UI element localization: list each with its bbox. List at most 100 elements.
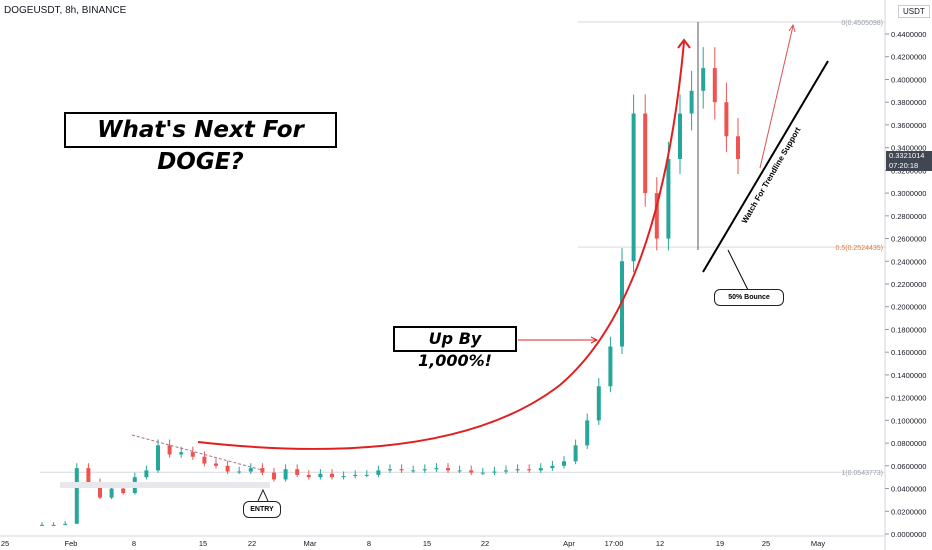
candle-body — [480, 472, 485, 474]
price-axis: 0.4400000 0.4200000 0.4000000 0.3800000 0.36… — [884, 0, 926, 550]
fib-label: 1(0.0543773) — [841, 470, 883, 477]
candle-body — [492, 471, 497, 473]
candle-body — [422, 469, 427, 471]
y-tick-label: 0.4400000 — [891, 30, 926, 39]
candle-body — [724, 102, 729, 137]
candle-body — [562, 461, 566, 466]
y-tick-label: 0.0600000 — [891, 462, 926, 471]
candle-body — [689, 90, 694, 114]
candle-body — [434, 468, 439, 470]
candle-body — [202, 456, 207, 464]
candle-body — [295, 469, 300, 475]
candle-body — [504, 470, 508, 472]
bounce-callout: 50% Bounce — [714, 289, 784, 306]
y-tick-label: 0.1400000 — [891, 371, 926, 380]
x-tick-label: 25 — [762, 539, 770, 548]
x-tick-label: 19 — [716, 539, 724, 548]
candle-body — [156, 445, 160, 471]
candle-body — [86, 468, 91, 483]
y-tick-label: 0.0400000 — [891, 485, 926, 494]
candle-body — [631, 113, 636, 262]
candle-body — [51, 524, 56, 526]
candle-body — [225, 465, 230, 472]
candle-body — [179, 452, 184, 455]
candle-body — [736, 136, 740, 159]
y-tick-label: 0.4200000 — [891, 53, 926, 62]
candle-body — [237, 471, 242, 473]
curve-arrowhead — [677, 38, 691, 49]
y-tick-label: 0.2400000 — [891, 257, 926, 266]
candle-body — [272, 472, 276, 480]
candle-body — [214, 463, 218, 466]
early-downtrend-line — [131, 434, 263, 471]
candle-body — [446, 468, 450, 471]
candle-body — [318, 473, 323, 478]
candle-body — [376, 470, 381, 475]
candle-body — [144, 470, 149, 478]
candle-body — [411, 470, 416, 472]
ticker-label: DOGEUSDT, 8h, BINANCE — [4, 5, 127, 16]
x-tick-label: 8 — [132, 539, 136, 548]
y-tick-label: 0.1600000 — [891, 348, 926, 357]
candle-body — [353, 474, 358, 477]
gain-arrowhead — [590, 336, 599, 344]
y-tick-label: 0.3400000 — [891, 144, 926, 153]
candle-body — [109, 488, 114, 498]
x-tick-label: Apr — [563, 539, 575, 548]
candle-body — [260, 468, 265, 473]
x-tick-label: 17:00 — [605, 539, 624, 548]
candle-body — [399, 469, 404, 471]
y-tick-label: 0.2200000 — [891, 280, 926, 289]
trendline-label: Watch For Trendline Support — [740, 125, 803, 225]
y-tick-label: 0.1000000 — [891, 416, 926, 425]
y-tick-label: 0.0800000 — [891, 439, 926, 448]
fib-label: 0(0.4505098) — [841, 20, 883, 27]
x-tick-label: 22 — [481, 539, 489, 548]
candle-body — [527, 469, 532, 471]
candle-body — [573, 445, 578, 462]
x-tick-label: 22 — [248, 539, 256, 548]
candle-body — [643, 113, 648, 194]
candle-body — [248, 468, 253, 472]
candle-body — [550, 465, 555, 469]
y-tick-label: 0.2000000 — [891, 303, 926, 312]
candle-body — [654, 193, 659, 239]
x-tick-label: Feb — [65, 539, 78, 548]
y-tick-label: 0.4000000 — [891, 75, 926, 84]
candle-body — [515, 469, 520, 471]
candle-body — [469, 470, 474, 473]
countdown-value: 07:20:18 — [889, 161, 919, 170]
candle-body — [63, 523, 68, 525]
current-price-value: 0.3321014 — [889, 151, 925, 160]
x-tick-label: 15 — [423, 539, 431, 548]
y-tick-label: 0.0200000 — [891, 507, 926, 516]
candle-body — [283, 469, 288, 480]
candle-body — [701, 68, 706, 91]
y-tick-label: 0.3800000 — [891, 98, 926, 107]
candle-body — [678, 113, 682, 159]
candle-body — [585, 420, 590, 446]
projection-arrowhead — [788, 23, 796, 33]
candle-body — [596, 386, 601, 421]
x-tick-label: 8 — [367, 539, 371, 548]
support-trendline — [702, 60, 829, 273]
x-tick-label: 25 — [1, 539, 9, 548]
bounce-pointer — [727, 249, 749, 291]
candle-body — [538, 468, 543, 471]
x-tick-label: Mar — [304, 539, 317, 548]
fib-label: 0.5(0.2524435) — [836, 245, 883, 252]
x-tick-label: 12 — [656, 539, 664, 548]
y-tick-label: 0.2600000 — [891, 235, 926, 244]
y-tick-label: 0.3000000 — [891, 189, 926, 198]
candle-body — [98, 482, 102, 498]
candle-body — [74, 468, 79, 524]
candle-body — [341, 476, 346, 478]
y-tick-label: 0.0000000 — [891, 530, 926, 539]
y-tick-label: 0.1200000 — [891, 394, 926, 403]
y-tick-label: 0.1800000 — [891, 325, 926, 334]
chart-title-annotation: What's Next For DOGE? — [64, 112, 337, 175]
candle-body — [666, 159, 671, 239]
current-price-tag: 0.3321014 07:20:18 — [886, 151, 932, 171]
currency-badge[interactable]: USDT — [898, 5, 930, 18]
